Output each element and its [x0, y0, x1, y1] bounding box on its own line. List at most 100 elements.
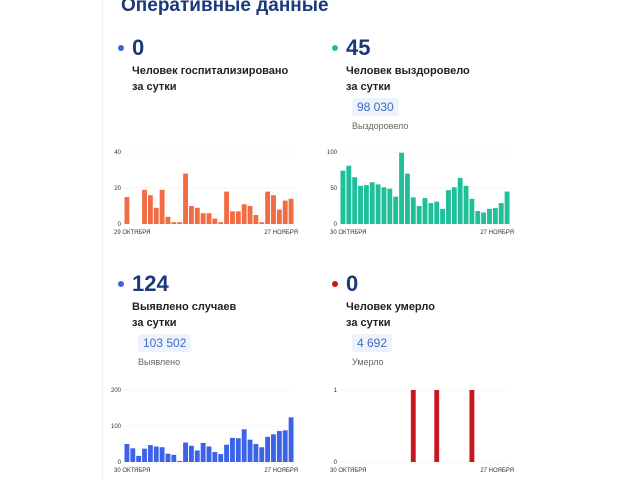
bar — [422, 198, 428, 224]
bar — [381, 187, 387, 224]
bar — [171, 222, 177, 224]
bar — [165, 216, 171, 224]
bar — [153, 446, 159, 462]
bar — [410, 197, 416, 224]
bar — [235, 211, 241, 224]
bar — [265, 191, 271, 224]
bar — [393, 196, 399, 224]
bar — [276, 431, 282, 462]
total-label: Выявлено — [138, 357, 181, 367]
total-label: Умерло — [352, 357, 384, 367]
x-end-label: 27 НОЯБРЯ — [264, 230, 298, 236]
x-end-label: 27 НОЯБРЯ — [480, 468, 514, 474]
y-tick-label: 0 — [334, 460, 338, 466]
x-start-label: 30 ОКТЯБРЯ — [330, 230, 367, 236]
bar — [177, 460, 183, 462]
label: Человек госпитализировано за сутки — [132, 65, 289, 93]
bar — [147, 445, 153, 462]
chart-deaths: 0 1 30 ОКТЯБРЯ 27 НОЯБРЯ — [330, 388, 514, 474]
label: Человек выздоровело за сутки — [346, 65, 470, 93]
bar — [288, 198, 294, 224]
bar — [481, 212, 487, 224]
bar — [230, 437, 235, 462]
bar — [124, 444, 130, 462]
bar — [469, 390, 475, 462]
chart-cases: 0 100 200 30 ОКТЯБРЯ 27 НОЯБРЯ — [111, 388, 298, 474]
bar — [200, 442, 206, 462]
total-value: 103 502 — [138, 334, 192, 352]
bar — [440, 208, 446, 224]
value: 45 — [346, 35, 371, 60]
value: 124 — [132, 271, 169, 296]
bar — [451, 187, 457, 224]
bar — [200, 213, 206, 224]
bar — [253, 444, 259, 462]
bar — [352, 177, 358, 224]
bar — [212, 451, 218, 462]
bar — [282, 200, 288, 224]
bar — [271, 434, 276, 462]
bar — [276, 209, 282, 224]
bar — [271, 195, 276, 224]
bar — [218, 222, 224, 224]
dot-icon — [332, 281, 338, 287]
chart-recovered: 0 50 100 30 ОКТЯБРЯ 27 НОЯБРЯ — [327, 150, 514, 236]
bar — [434, 201, 440, 224]
bar — [469, 198, 475, 224]
bar — [346, 165, 352, 224]
bar — [253, 215, 259, 224]
bar — [282, 430, 288, 462]
x-end-label: 27 НОЯБРЯ — [480, 230, 514, 236]
bar — [358, 185, 363, 224]
bar — [428, 203, 434, 224]
x-start-label: 30 ОКТЯБРЯ — [330, 468, 367, 474]
y-tick-label: 0 — [334, 222, 338, 228]
bar — [259, 222, 265, 224]
bar — [153, 207, 159, 224]
bar — [142, 448, 147, 462]
bar — [130, 448, 136, 462]
bar — [241, 204, 247, 224]
bar — [177, 222, 183, 224]
bar — [399, 152, 404, 224]
bar — [171, 454, 177, 462]
y-tick-label: 40 — [114, 150, 121, 156]
bar — [142, 189, 147, 224]
value: 0 — [346, 271, 359, 296]
bar — [416, 206, 422, 224]
bar — [434, 390, 440, 462]
bar — [183, 173, 188, 224]
y-tick-label: 50 — [330, 186, 337, 192]
bar — [183, 442, 188, 462]
bar — [410, 390, 416, 462]
y-tick-label: 0 — [118, 222, 122, 228]
bar — [194, 450, 200, 462]
left-divider — [102, 0, 103, 480]
bar — [375, 184, 381, 224]
y-tick-label: 100 — [111, 424, 122, 430]
bar — [363, 185, 369, 224]
x-start-label: 30 ОКТЯБРЯ — [114, 468, 151, 474]
bar — [188, 206, 194, 224]
y-tick-label: 1 — [334, 388, 338, 394]
bar — [224, 191, 230, 224]
bar — [206, 446, 212, 462]
dot-icon — [118, 281, 124, 287]
bar — [446, 190, 451, 224]
bar — [457, 177, 463, 224]
y-tick-label: 100 — [327, 150, 338, 156]
bar — [165, 453, 171, 462]
bar — [218, 454, 224, 462]
bar — [259, 447, 265, 462]
dot-icon — [332, 45, 338, 51]
total-label: Выздоровело — [352, 121, 409, 131]
bar — [136, 455, 142, 462]
value: 0 — [132, 35, 145, 60]
bar — [404, 173, 410, 224]
total-value: 4 692 — [352, 334, 393, 352]
dot-icon — [118, 45, 124, 51]
bar — [224, 444, 230, 462]
y-tick-label: 20 — [114, 186, 121, 192]
bar — [265, 436, 271, 462]
bar — [340, 170, 346, 224]
